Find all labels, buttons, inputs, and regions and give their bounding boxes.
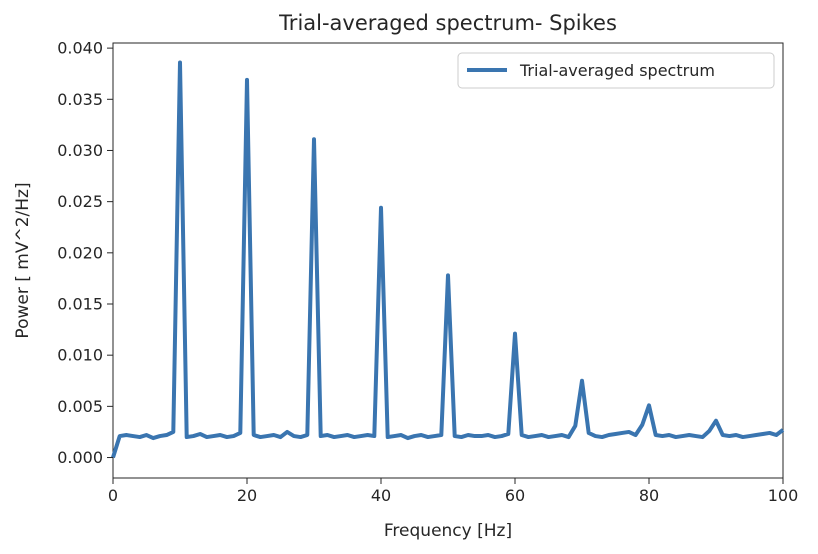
y-tick-label: 0.020 [57,243,103,262]
x-tick-label: 40 [371,486,391,505]
x-axis: 0 20 40 60 80 100 [108,478,798,505]
x-tick-label: 100 [768,486,799,505]
series-layer [111,60,785,459]
x-tick-label: 80 [639,486,659,505]
y-tick-label: 0.000 [57,448,103,467]
y-axis: 0.000 0.005 0.010 0.015 0.020 0.025 0.030 0.035… [57,39,113,467]
y-tick-label: 0.035 [57,90,103,109]
y-tick-label: 0.005 [57,397,103,416]
plot-area [111,42,785,479]
y-tick-label: 0.025 [57,192,103,211]
legend-label: Trial-averaged spectrum [519,61,715,80]
y-axis-label: Power [ mV^2/Hz] [13,182,33,338]
y-tick-label: 0.010 [57,346,103,365]
legend: Trial-averaged spectrum [457,52,775,89]
y-tick-label: 0.040 [57,39,103,58]
x-tick-label: 0 [108,486,118,505]
chart-title: Trial-averaged spectrum- Spikes [278,11,617,35]
legend-box [457,52,775,89]
x-tick-label: 20 [237,486,257,505]
series-line [111,60,785,459]
x-tick-label: 60 [505,486,525,505]
y-tick-label: 0.015 [57,295,103,314]
x-axis-label: Frequency [Hz] [384,521,512,541]
axes-frame [112,42,784,479]
y-tick-label: 0.030 [57,141,103,160]
